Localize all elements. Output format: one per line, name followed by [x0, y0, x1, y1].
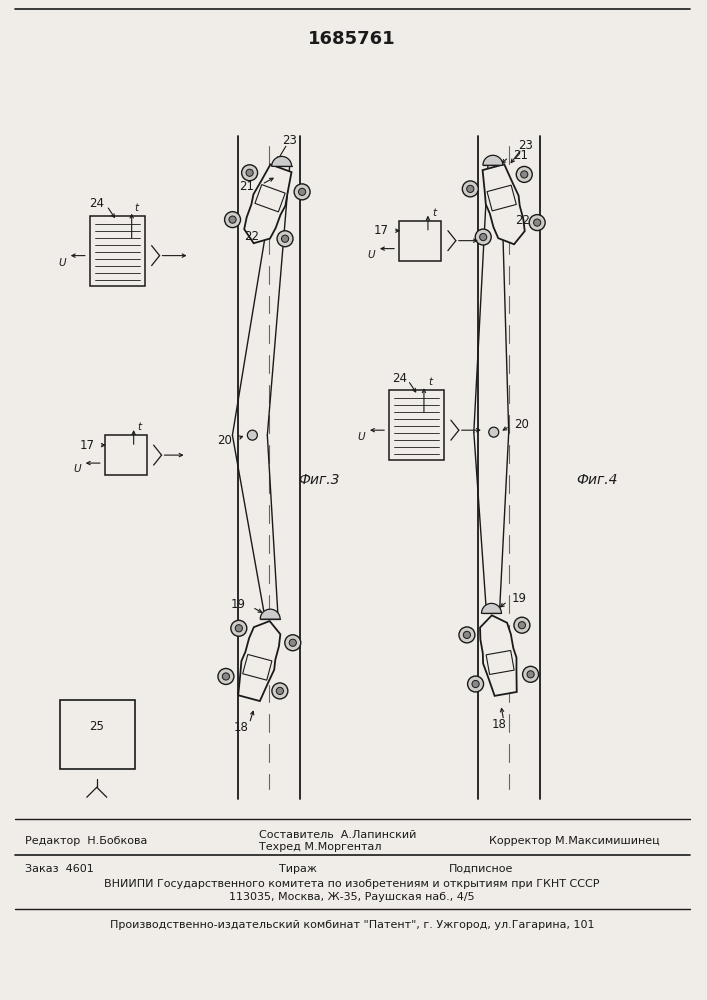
- Text: Тираж: Тираж: [279, 864, 317, 874]
- Text: Производственно-издательский комбинат "Патент", г. Ужгород, ул.Гагарина, 101: Производственно-издательский комбинат "П…: [110, 920, 595, 930]
- Text: U: U: [73, 464, 81, 474]
- Circle shape: [459, 627, 475, 643]
- Text: 17: 17: [79, 439, 94, 452]
- Text: 18: 18: [491, 718, 506, 731]
- Text: 19: 19: [230, 598, 246, 611]
- Circle shape: [518, 622, 525, 629]
- Text: 19: 19: [512, 592, 527, 605]
- Polygon shape: [480, 615, 517, 696]
- Text: 23: 23: [282, 134, 297, 147]
- Circle shape: [516, 166, 532, 182]
- Text: 20: 20: [217, 434, 232, 447]
- Text: t: t: [134, 203, 139, 213]
- Circle shape: [298, 188, 305, 195]
- Wedge shape: [483, 155, 503, 165]
- Wedge shape: [481, 603, 501, 613]
- Text: 23: 23: [518, 139, 533, 152]
- Circle shape: [520, 171, 528, 178]
- Circle shape: [462, 181, 478, 197]
- Circle shape: [467, 676, 484, 692]
- Text: 24: 24: [89, 197, 104, 210]
- Circle shape: [289, 639, 296, 646]
- Circle shape: [475, 229, 491, 245]
- Text: t: t: [432, 208, 436, 218]
- Circle shape: [229, 216, 236, 223]
- Polygon shape: [389, 390, 444, 460]
- Circle shape: [463, 631, 470, 638]
- Text: Фиг.4: Фиг.4: [575, 473, 617, 487]
- Circle shape: [530, 215, 545, 231]
- Circle shape: [218, 668, 234, 684]
- Polygon shape: [244, 164, 291, 243]
- Circle shape: [472, 680, 479, 688]
- Text: 1685761: 1685761: [308, 30, 396, 48]
- Polygon shape: [399, 221, 441, 261]
- Text: 22: 22: [244, 230, 259, 243]
- Text: 18: 18: [234, 721, 249, 734]
- Circle shape: [467, 185, 474, 192]
- Polygon shape: [483, 164, 525, 244]
- Text: 21: 21: [239, 180, 255, 193]
- Wedge shape: [260, 609, 280, 619]
- Circle shape: [479, 233, 487, 241]
- Text: Подписное: Подписное: [449, 864, 513, 874]
- Circle shape: [222, 673, 230, 680]
- Text: U: U: [357, 432, 365, 442]
- Circle shape: [272, 683, 288, 699]
- Polygon shape: [60, 700, 134, 769]
- Circle shape: [514, 617, 530, 633]
- Text: Фиг.3: Фиг.3: [298, 473, 340, 487]
- Circle shape: [277, 231, 293, 247]
- Text: 22: 22: [515, 214, 530, 227]
- Polygon shape: [238, 621, 281, 701]
- Circle shape: [489, 427, 498, 437]
- Circle shape: [522, 666, 539, 682]
- Circle shape: [294, 184, 310, 200]
- Circle shape: [231, 620, 247, 636]
- Text: 20: 20: [514, 418, 529, 431]
- Circle shape: [247, 430, 257, 440]
- Circle shape: [225, 212, 240, 228]
- Circle shape: [285, 635, 300, 651]
- Circle shape: [246, 169, 253, 176]
- Text: Составитель  А.Лапинский: Составитель А.Лапинский: [259, 830, 416, 840]
- Circle shape: [281, 235, 288, 242]
- Circle shape: [527, 671, 534, 678]
- Text: Корректор М.Максимишинец: Корректор М.Максимишинец: [489, 836, 660, 846]
- Circle shape: [235, 625, 243, 632]
- Text: 24: 24: [392, 372, 407, 385]
- Polygon shape: [90, 216, 145, 286]
- Circle shape: [242, 165, 257, 181]
- Text: t: t: [138, 422, 141, 432]
- Text: Техред М.Моргентал: Техред М.Моргентал: [259, 842, 382, 852]
- Text: Заказ  4601: Заказ 4601: [25, 864, 94, 874]
- Wedge shape: [271, 156, 291, 166]
- Text: U: U: [367, 250, 375, 260]
- Text: U: U: [58, 258, 66, 268]
- Text: 17: 17: [373, 224, 389, 237]
- Circle shape: [276, 687, 284, 695]
- Text: t: t: [428, 377, 432, 387]
- Text: ВНИИПИ Государственного комитета по изобретениям и открытиям при ГКНТ СССР: ВНИИПИ Государственного комитета по изоб…: [105, 879, 600, 889]
- Text: 21: 21: [513, 149, 528, 162]
- Polygon shape: [105, 435, 146, 475]
- Circle shape: [534, 219, 541, 226]
- Text: 113035, Москва, Ж-35, Раушская наб., 4/5: 113035, Москва, Ж-35, Раушская наб., 4/5: [229, 892, 475, 902]
- Text: 25: 25: [89, 720, 104, 733]
- Text: Редактор  Н.Бобкова: Редактор Н.Бобкова: [25, 836, 147, 846]
